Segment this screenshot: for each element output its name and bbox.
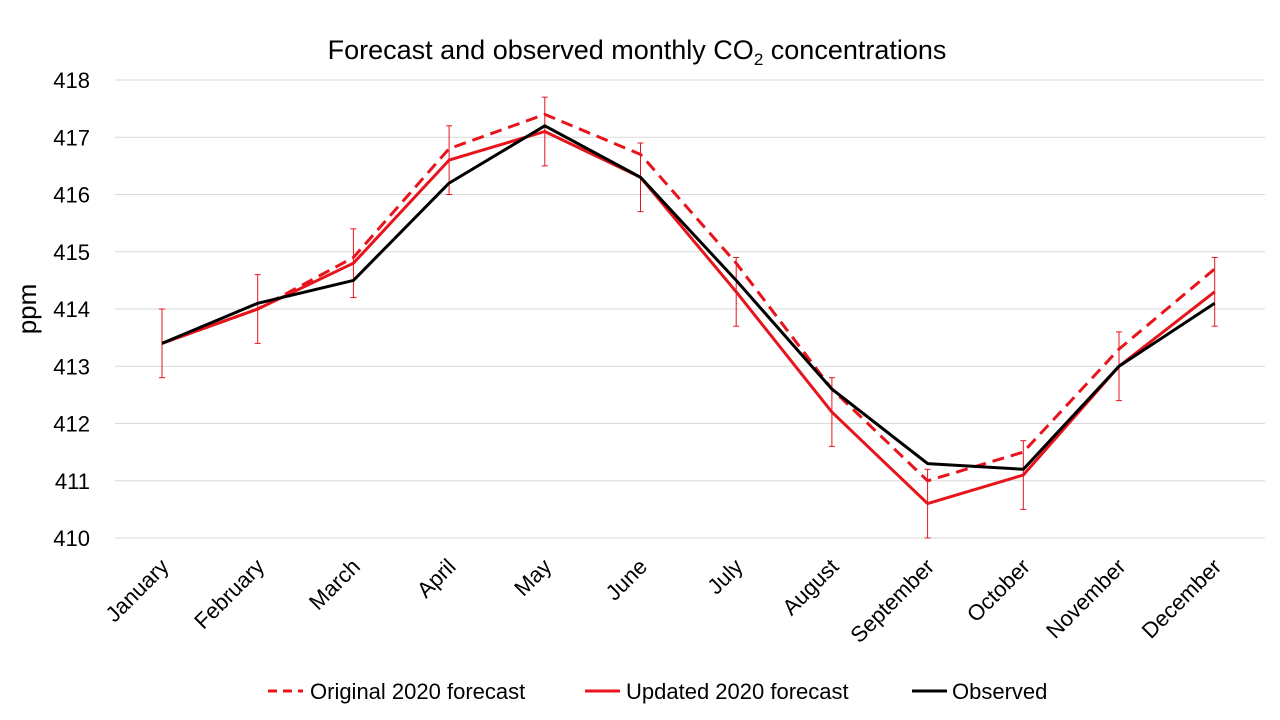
x-axis-ticks: January February March April May June July Augu… [101, 554, 1227, 648]
y-tick-label: 417 [53, 125, 90, 150]
y-tick-label: 412 [53, 412, 90, 437]
series-lines [161, 112, 1216, 506]
x-tick-label: January [101, 554, 174, 627]
chart-title: Forecast and observed monthly CO2 concen… [328, 35, 947, 69]
x-tick-label: October [962, 554, 1035, 627]
x-tick-label: April [412, 554, 461, 603]
x-tick-label: July [702, 554, 747, 599]
x-tick-label: November [1041, 554, 1130, 643]
y-axis-label: ppm [12, 284, 42, 335]
y-axis-ticks: 410 411 412 413 414 415 416 417 418 [53, 68, 90, 551]
title-tail: concentrations [763, 35, 946, 65]
y-tick-label: 415 [53, 240, 90, 265]
x-tick-label: June [601, 554, 652, 605]
x-tick-label: March [304, 554, 365, 615]
series-line-1 [161, 112, 1216, 483]
series-line-2 [161, 130, 1216, 506]
x-tick-label: February [189, 554, 269, 634]
x-tick-label: December [1137, 554, 1226, 643]
y-tick-label: 413 [53, 354, 90, 379]
series-line-3 [161, 124, 1216, 471]
legend: Original 2020 forecast Updated 2020 forec… [268, 679, 1047, 704]
y-tick-label: 418 [53, 68, 90, 93]
error-bars [159, 96, 1218, 539]
y-tick-label: 410 [53, 526, 90, 551]
x-tick-label: August [777, 554, 843, 620]
title-subscript: 2 [754, 50, 763, 69]
y-tick-label: 416 [53, 183, 90, 208]
y-tick-label: 411 [55, 469, 90, 494]
legend-label: Updated 2020 forecast [626, 679, 849, 704]
gridlines [115, 79, 1265, 539]
legend-label: Observed [952, 679, 1047, 704]
x-tick-label: September [845, 554, 939, 648]
x-tick-label: May [509, 554, 556, 601]
y-tick-label: 414 [53, 297, 90, 322]
legend-label: Original 2020 forecast [310, 679, 525, 704]
